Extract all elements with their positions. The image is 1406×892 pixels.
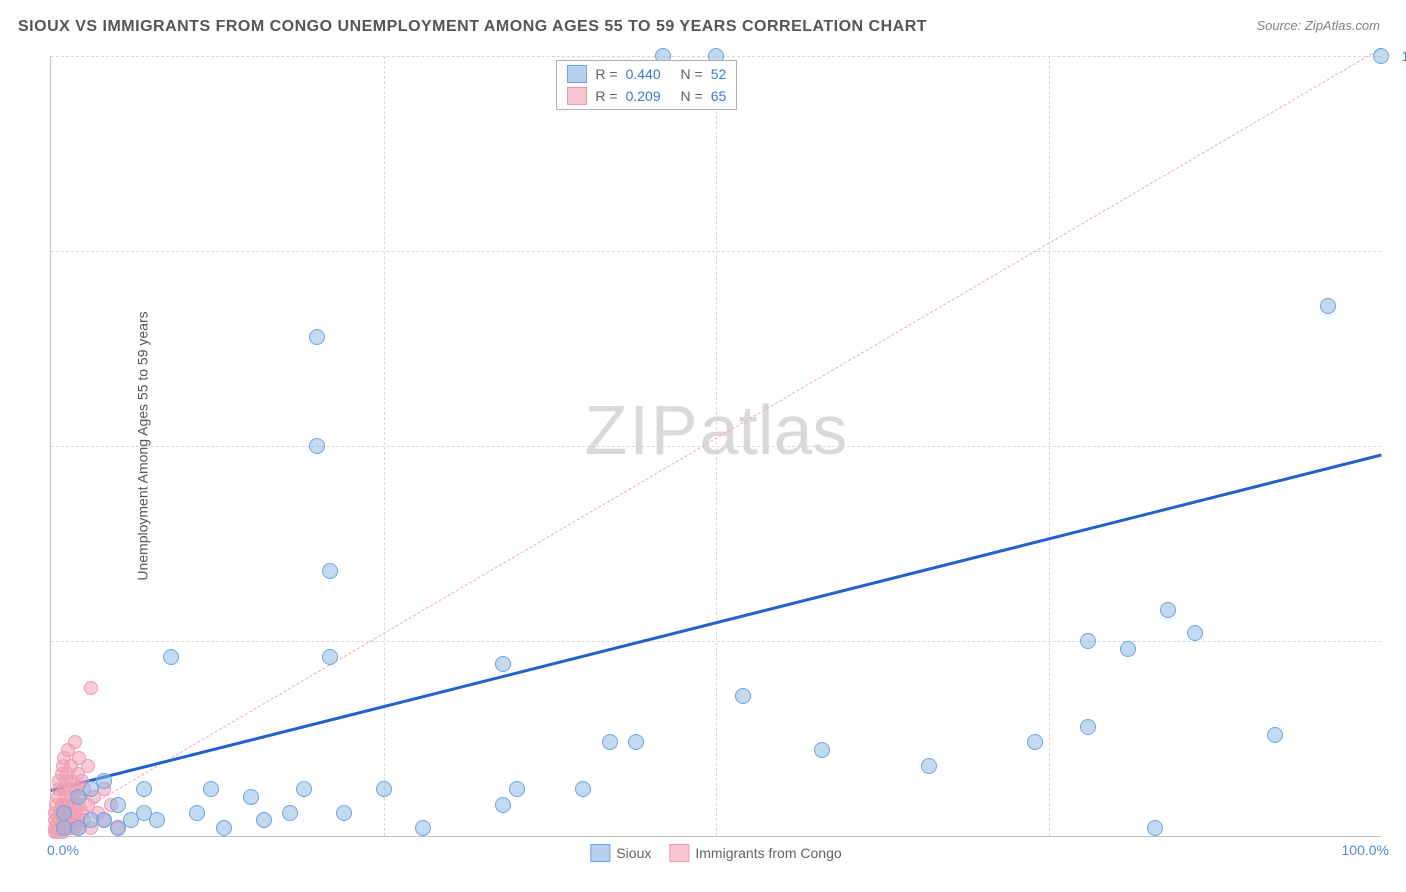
data-point	[322, 563, 338, 579]
data-point	[322, 649, 338, 665]
data-point	[509, 781, 525, 797]
data-point	[1027, 734, 1043, 750]
n-label: N =	[681, 88, 703, 104]
x-tick-0: 0.0%	[47, 842, 79, 858]
gridline-v	[716, 56, 717, 836]
gridline-v	[384, 56, 385, 836]
data-point	[149, 812, 165, 828]
source-attribution: Source: ZipAtlas.com	[1256, 18, 1380, 33]
data-point	[336, 805, 352, 821]
source-value: ZipAtlas.com	[1305, 18, 1380, 33]
r-label: R =	[595, 66, 617, 82]
data-point	[136, 781, 152, 797]
correlation-stat-box: R = 0.440 N = 52 R = 0.209 N = 65	[556, 60, 737, 110]
data-point	[575, 781, 591, 797]
chart-title: SIOUX VS IMMIGRANTS FROM CONGO UNEMPLOYM…	[18, 18, 927, 36]
r-label: R =	[595, 88, 617, 104]
swatch-blue-icon	[567, 65, 587, 83]
data-point	[495, 797, 511, 813]
data-point	[282, 805, 298, 821]
data-point	[1187, 625, 1203, 641]
n-value-congo: 65	[711, 88, 727, 104]
legend-item-sioux: Sioux	[590, 844, 651, 862]
data-point	[309, 438, 325, 454]
data-point	[256, 812, 272, 828]
data-point	[1080, 719, 1096, 735]
data-point	[84, 681, 98, 695]
plot-area: ZIPatlas 25.0%50.0%75.0%100.0% 0.0% 100.…	[50, 56, 1381, 837]
r-value-congo: 0.209	[626, 88, 661, 104]
legend-label-sioux: Sioux	[616, 845, 651, 861]
data-point	[296, 781, 312, 797]
stat-row-sioux: R = 0.440 N = 52	[557, 63, 736, 85]
data-point	[1080, 633, 1096, 649]
data-point	[1267, 727, 1283, 743]
source-prefix: Source:	[1256, 18, 1304, 33]
data-point	[163, 649, 179, 665]
data-point	[1120, 641, 1136, 657]
legend: Sioux Immigrants from Congo	[590, 844, 841, 862]
data-point	[309, 329, 325, 345]
data-point	[1373, 48, 1389, 64]
r-value-sioux: 0.440	[626, 66, 661, 82]
n-value-sioux: 52	[711, 66, 727, 82]
data-point	[81, 759, 95, 773]
data-point	[1160, 602, 1176, 618]
n-label: N =	[681, 66, 703, 82]
y-tick-label: 100.0%	[1402, 48, 1406, 64]
data-point	[203, 781, 219, 797]
legend-label-congo: Immigrants from Congo	[695, 845, 841, 861]
swatch-pink-icon	[567, 87, 587, 105]
data-point	[216, 820, 232, 836]
data-point	[110, 797, 126, 813]
legend-item-congo: Immigrants from Congo	[669, 844, 841, 862]
data-point	[189, 805, 205, 821]
data-point	[1320, 298, 1336, 314]
data-point	[415, 820, 431, 836]
data-point	[495, 656, 511, 672]
data-point	[96, 773, 112, 789]
gridline-v	[1049, 56, 1050, 836]
data-point	[68, 735, 82, 749]
data-point	[1147, 820, 1163, 836]
data-point	[376, 781, 392, 797]
data-point	[921, 758, 937, 774]
data-point	[735, 688, 751, 704]
data-point	[243, 789, 259, 805]
stat-row-congo: R = 0.209 N = 65	[557, 85, 736, 107]
data-point	[814, 742, 830, 758]
swatch-blue-icon	[590, 844, 610, 862]
x-tick-100: 100.0%	[1342, 842, 1389, 858]
data-point	[602, 734, 618, 750]
data-point	[628, 734, 644, 750]
data-point	[56, 805, 72, 821]
swatch-pink-icon	[669, 844, 689, 862]
